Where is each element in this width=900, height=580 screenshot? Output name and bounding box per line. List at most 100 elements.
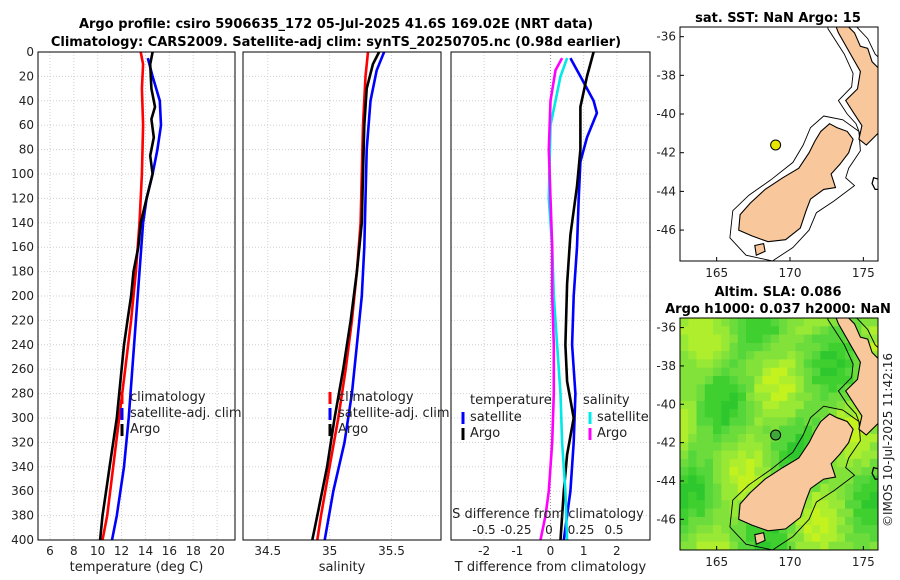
sla-cell [713,367,722,377]
imos-credit: ©IMOS 10-Jul-2025 11:42:16 [881,353,895,527]
sla-cell [680,475,689,485]
x-tick-label: 14 [138,544,153,558]
sla-cell [828,392,838,402]
sla-cell [729,533,739,543]
sla-cell [795,318,805,327]
sla-cell [696,384,706,394]
sla-cell [812,342,821,352]
y-tick-label: 340 [11,460,34,474]
sla-cell [770,318,780,327]
sla-cell [696,541,706,550]
sla-cell [853,483,863,493]
sla-cell [845,492,854,501]
sla-cell [803,351,813,360]
sla-cell [754,326,764,336]
sla-cell [770,409,780,418]
sla-cell [680,541,689,550]
sla-cell [762,342,772,352]
sla-cell [812,367,821,377]
sla-cell [696,409,706,418]
y-tick-label: -38 [656,359,676,373]
sla-cell [680,376,689,385]
legend-label: climatology [338,390,414,405]
sla-cell [869,500,878,510]
sla-cell [787,367,797,377]
sla-cell [861,508,871,518]
sla-cell [861,525,871,534]
sla-cell [721,409,731,418]
sla-cell [853,434,863,443]
plot-frame [242,51,442,541]
sla-cell [754,450,764,460]
sla-cell [845,417,854,427]
sla-cell [845,508,854,518]
sla-cell [721,483,731,493]
sla-cell [737,367,747,377]
sla-cell [737,458,747,468]
sla-cell [820,400,830,410]
sla-cell [688,367,698,377]
sla-cell [853,467,863,476]
sla-cell [762,334,772,344]
sla-cell [746,525,755,534]
sla-cell [713,334,722,344]
sla-cell [869,541,878,550]
sla-cell [803,334,813,344]
legend-label: climatology [130,390,206,405]
sla-cell [696,359,706,369]
sla-cell [853,367,863,377]
sla-cell [779,334,788,344]
sla-cell [680,417,689,427]
sla-cell [845,475,854,485]
sla-cell [746,434,755,443]
y-tick-label: -40 [656,107,676,121]
sla-cell [754,318,764,327]
sla-cell [820,525,830,534]
y-tick-label: 280 [11,387,34,401]
sla-cell [762,351,772,360]
sla-cell [746,376,755,385]
sla-cell [721,442,731,452]
sla-cell [680,516,689,526]
sla-cell [680,384,689,394]
sla-cell [787,425,797,435]
sla-cell [779,533,788,543]
sla-cell [713,409,722,418]
sla-cell [696,400,706,410]
sla-cell [795,342,805,352]
sla-cell [762,392,772,402]
sla-map-title-line2: Argo h1000: 0.037 h2000: NaN [665,302,891,317]
shelf-contour [729,115,861,261]
sla-cell [696,417,706,427]
sla-cell [836,533,846,543]
sla-cell [754,417,764,427]
sla-cell [688,417,698,427]
sla-cell [836,334,846,344]
sla-cell [762,450,772,460]
sla-cell [737,450,747,460]
legend-label: satellite [470,410,522,425]
sla-cell [688,326,698,336]
sla-cell [754,351,764,360]
x-tick-label: 165 [705,266,728,280]
y-tick-label: 240 [11,338,34,352]
sla-cell [680,326,689,336]
sla-cell [812,351,821,360]
sla-cell [836,342,846,352]
sla-cell [680,442,689,452]
sla-cell [704,359,714,369]
sla-cell [820,475,830,485]
sla-cell [820,351,830,360]
plot-frame [450,51,651,541]
sla-cell [836,450,846,460]
island-outline [871,466,878,480]
x-tick-label: 165 [705,555,728,569]
sla-cell [845,442,854,452]
sla-cell [820,508,830,518]
y-tick-label: 160 [11,240,34,254]
sla-cell [713,425,722,435]
sla-cell [836,351,846,360]
x-tick-label: -2 [478,544,490,558]
sla-cell [853,359,863,369]
